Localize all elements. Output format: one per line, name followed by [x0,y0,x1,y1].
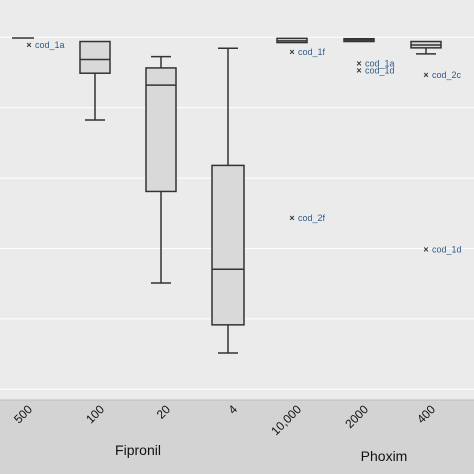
axis-strip [0,400,474,474]
outlier-mark-0: × [26,40,31,50]
outlier-mark-6: × [423,245,428,255]
box-4 [276,37,308,44]
outlier-1: × cod_1f [289,47,325,57]
outlier-label-4: cod_1d [365,65,395,75]
outlier-label-0: cod_1a [35,40,65,50]
outlier-mark-4: × [356,65,361,75]
outlier-mark-3: × [356,59,361,69]
outlier-label-2: cod_2f [298,213,326,223]
group-labels: Fipronil Phoxim [115,442,407,464]
box-2 [145,55,177,284]
outlier-3: × cod_1a [356,59,394,69]
box-6 [410,40,442,55]
outlier-mark-2: × [289,213,294,223]
box-iqr-3 [211,164,245,326]
outlier-2: × cod_2f [289,213,325,223]
box-1 [79,40,111,121]
outlier-label-3: cod_1a [365,59,395,69]
outlier-0: × cod_1a [26,40,64,50]
outliers: × cod_1a × cod_1f × cod_2f × cod_1a × cod_1d × cod_… [26,40,461,254]
box-3 [211,47,245,354]
box-iqr-2 [145,67,177,193]
outlier-label-5: cod_2c [432,70,462,80]
outlier-4: × cod_1d [356,65,394,75]
outlier-6: × cod_1d [423,245,461,255]
box-iqr-1 [79,40,111,74]
group-label-phoxim: Phoxim [361,448,408,464]
outlier-mark-5: × [423,70,428,80]
outlier-mark-1: × [289,47,294,57]
boxes [12,37,442,354]
group-label-fipronil: Fipronil [115,442,161,458]
outlier-label-1: cod_1f [298,47,326,57]
outlier-label-6: cod_1d [432,245,462,255]
box-5 [343,37,375,43]
outlier-5: × cod_2c [423,70,461,80]
